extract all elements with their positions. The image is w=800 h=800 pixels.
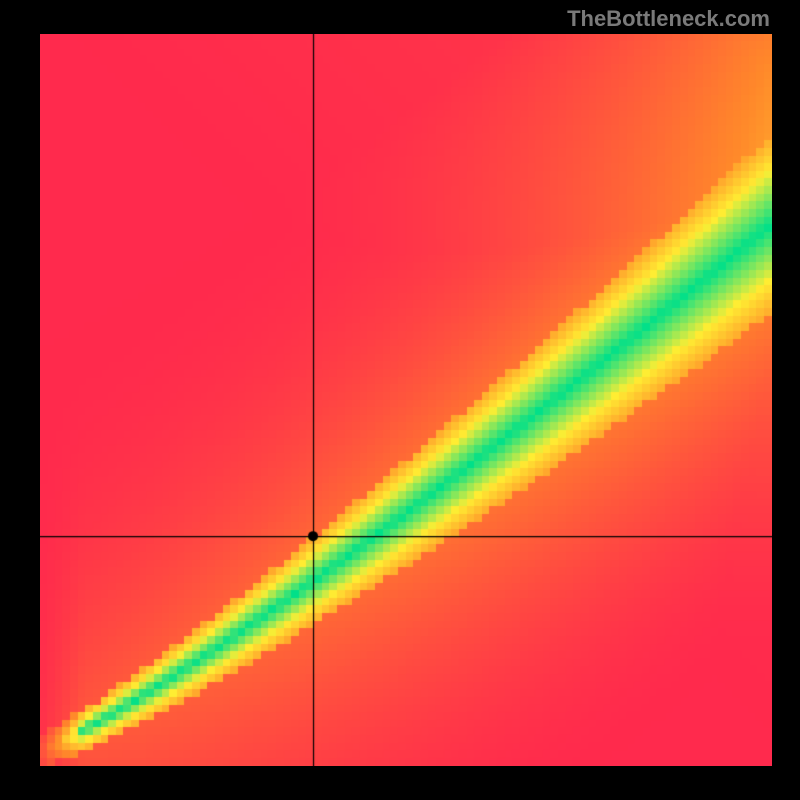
watermark-text: TheBottleneck.com: [567, 6, 770, 32]
heatmap-canvas: [40, 34, 772, 766]
heatmap-frame: [40, 34, 772, 766]
